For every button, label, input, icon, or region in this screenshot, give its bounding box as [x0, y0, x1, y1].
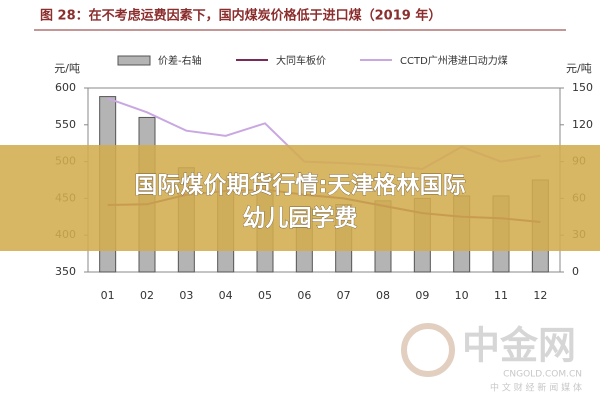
banner-bg: [0, 145, 600, 251]
banner-text: 国际煤价期货行情:天津格林国际: [134, 172, 465, 199]
x-tick-label: 02: [140, 289, 154, 302]
x-tick-label: 12: [533, 289, 547, 302]
y-tick-label: 350: [55, 265, 76, 278]
legend-label: CCTD广州港进口动力煤: [400, 54, 508, 67]
y-tick-label: 550: [55, 118, 76, 131]
legend-swatch: [117, 55, 151, 66]
x-tick-label: 10: [455, 289, 469, 302]
x-tick-label: 09: [415, 289, 429, 302]
y-axis-label: 元/吨: [54, 62, 80, 75]
x-tick-label: 03: [179, 289, 193, 302]
watermark-tagline: 中 文 财 经 新 闻 媒 体: [490, 382, 582, 394]
x-tick-label: 05: [258, 289, 272, 302]
y2-tick-label: 150: [572, 81, 593, 94]
y2-tick-label: 0: [572, 265, 579, 278]
chart-title: 图 28：在不考虑运费因素下，国内煤炭价格低于进口煤（2019 年）: [40, 8, 441, 24]
watermark-site: CNGOLD.COM.CN: [503, 370, 582, 380]
legend-label: 大同车板价: [276, 54, 326, 67]
watermark-brand: 中金网: [462, 324, 576, 368]
x-tick-label: 04: [219, 289, 233, 302]
x-tick-label: 06: [297, 289, 311, 302]
x-tick-label: 11: [494, 289, 508, 302]
x-tick-label: 01: [101, 289, 115, 302]
watermark-logo: [401, 323, 455, 377]
y2-axis-label: 元/吨: [566, 62, 592, 75]
legend-label: 价差-右轴: [158, 54, 202, 67]
y2-tick-label: 120: [572, 118, 593, 131]
banner-text: 幼儿园学费: [243, 205, 358, 232]
x-tick-label: 08: [376, 289, 390, 302]
y-tick-label: 600: [55, 81, 76, 94]
x-tick-label: 07: [337, 289, 351, 302]
